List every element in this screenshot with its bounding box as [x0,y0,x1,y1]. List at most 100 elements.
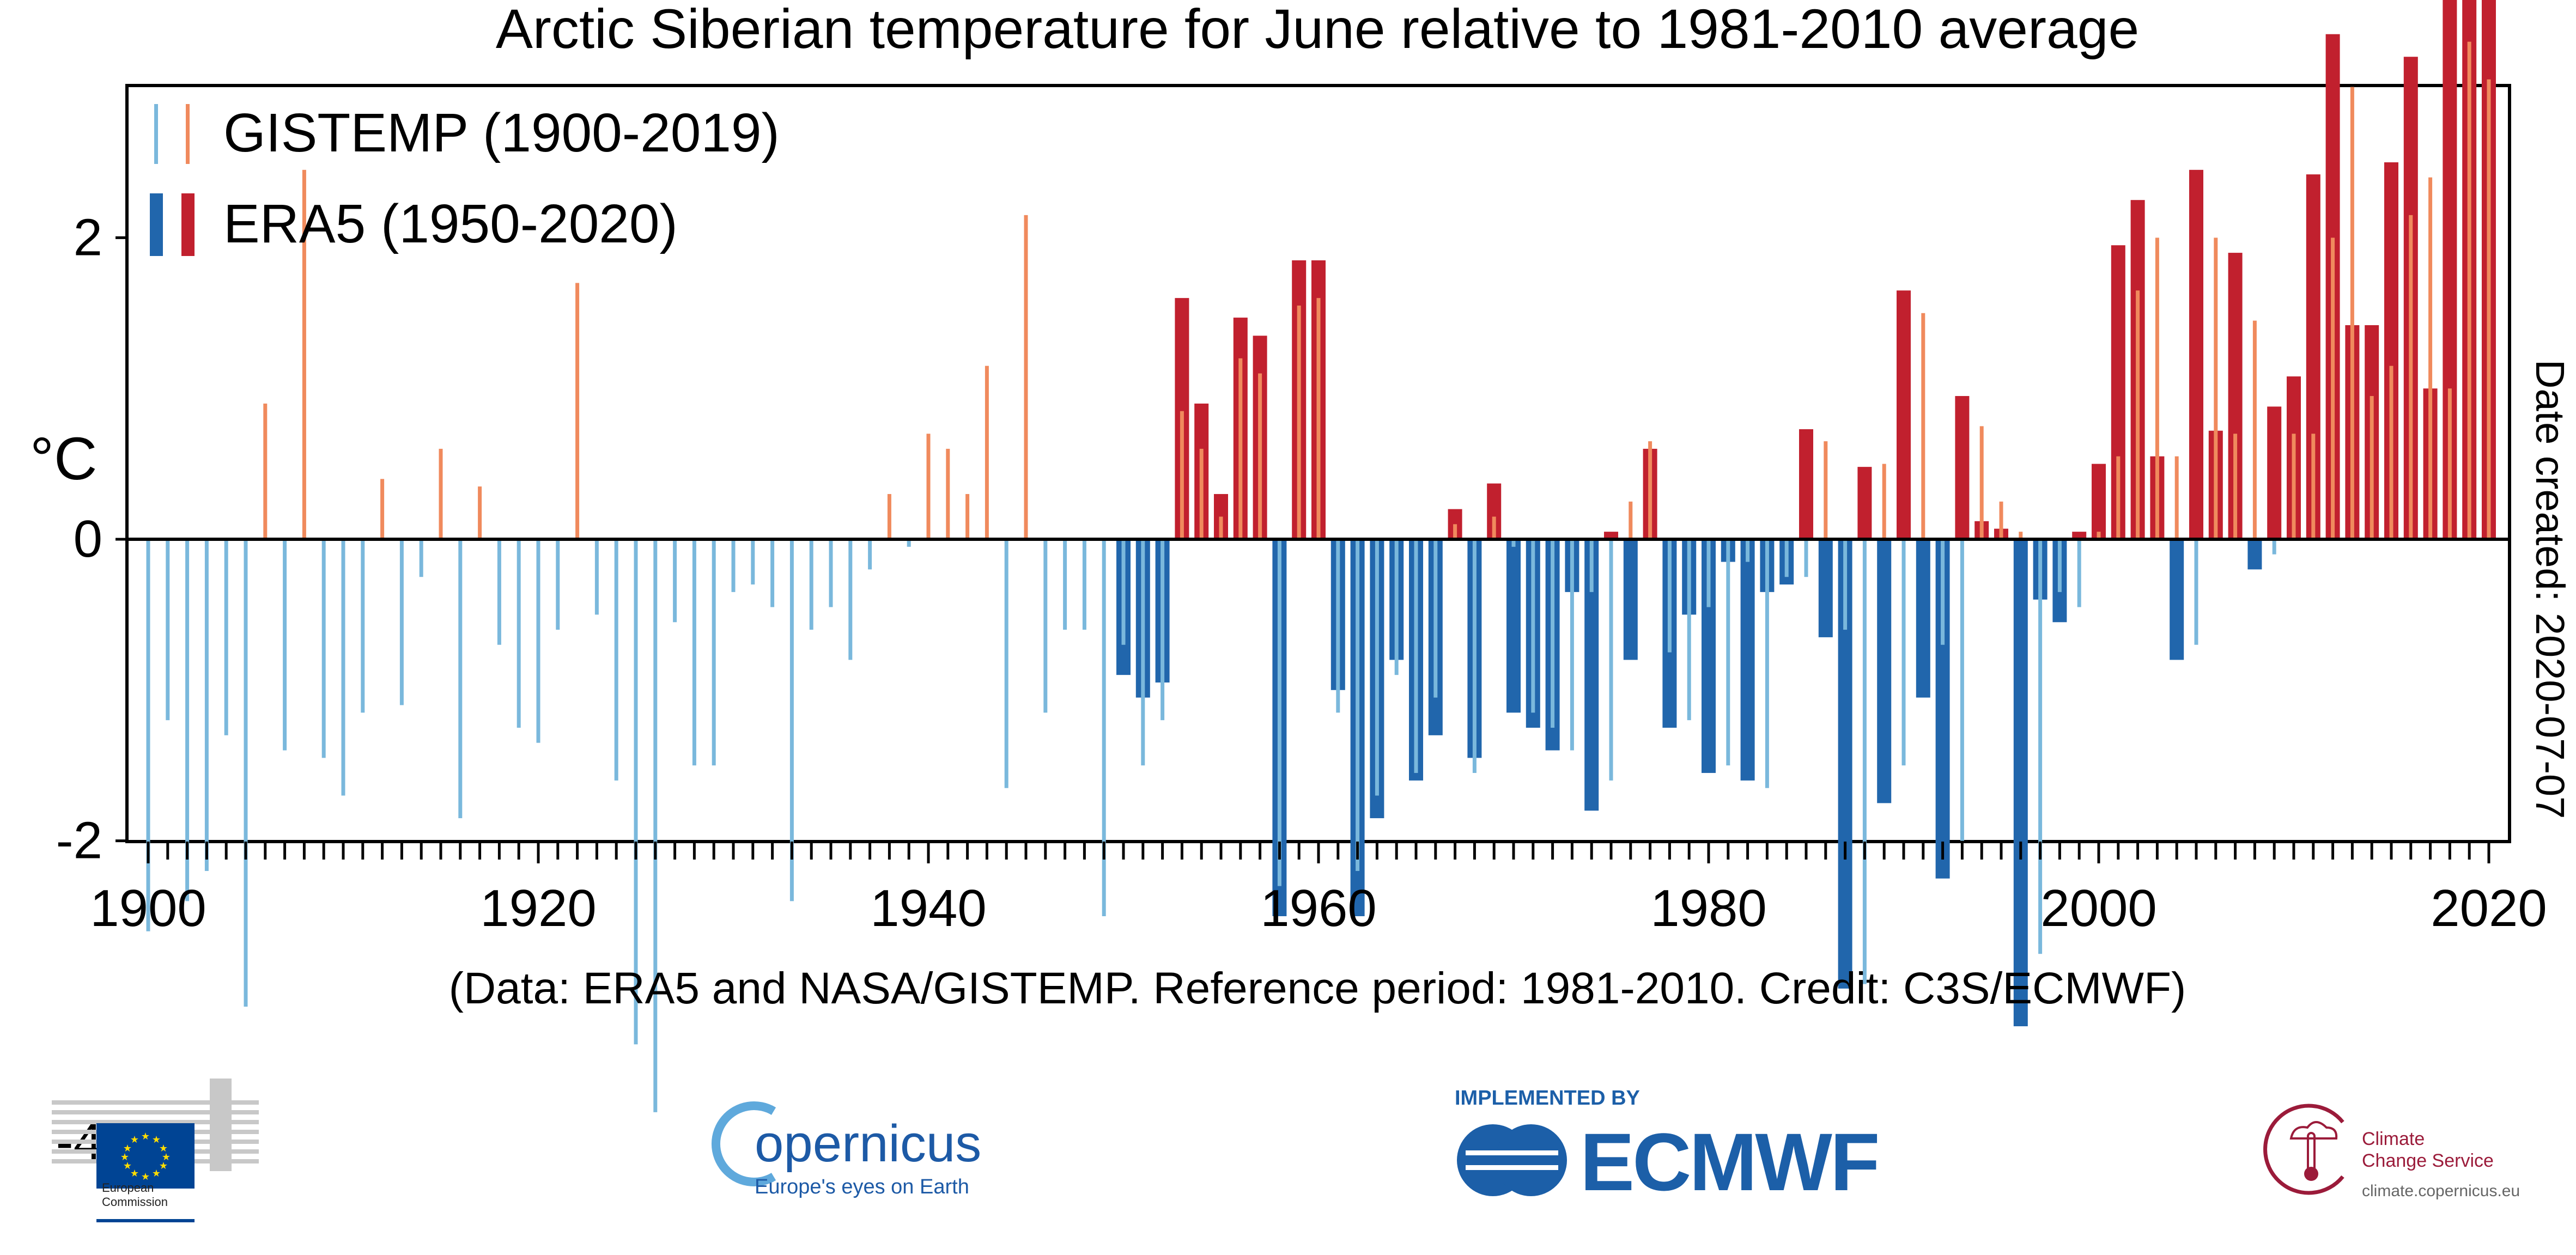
gistemp-bar-1935 [829,539,833,607]
date-created-label: Date created: 2020-07-07 [2528,360,2573,819]
gistemp-bar-1956 [1238,358,1243,539]
y-axis: 6420-2-4 [56,208,127,1171]
gistemp-bar-1965 [1414,539,1418,773]
gistemp-bar-1917 [478,486,482,539]
svg-text:★: ★ [159,1160,168,1172]
gistemp-bar-1972 [1551,539,1555,728]
gistemp-bar-1913 [399,539,404,705]
gistemp-bar-1996 [2019,532,2023,539]
copernicus-logo: opernicus Europe's eyes on Earth [708,1095,992,1204]
svg-text:★: ★ [123,1143,132,1154]
gistemp-bar-1998 [2057,539,2062,592]
legend-swatch-gistemp-neg [154,104,158,164]
gistemp-bar-1919 [517,539,521,728]
era5-bar-1975 [1604,532,1618,539]
gistemp-bar-1903 [204,539,209,871]
gistemp-bar-2012 [2331,237,2335,539]
era5-bar-1999 [2072,532,2087,539]
copernicus-wordmark: opernicus [755,1114,982,1173]
x-tick-label: 2000 [2040,879,2157,937]
gistemp-bar-2004 [2174,456,2179,539]
gistemp-bar-1943 [985,365,989,539]
era5-bar-2005 [2189,169,2203,540]
gistemp-bar-1976 [1629,501,1633,539]
era5-bar-1982 [1740,539,1755,781]
gistemp-bar-1922 [575,283,580,539]
legend-item-gistemp: GISTEMP (1900-2019) [154,102,780,164]
x-tick-label: 2020 [2431,879,2547,937]
legend-swatch-gistemp-pos [186,104,190,164]
gistemp-bar-1993 [1960,539,1964,841]
gistemp-bar-1974 [1589,539,1594,592]
gistemp-bar-1911 [361,539,365,713]
copernicus-tagline: Europe's eyes on Earth [755,1175,969,1198]
gistemp-bar-2020 [2487,79,2491,539]
gistemp-bar-1944 [1004,539,1008,788]
gistemp-bar-1981 [1726,539,1730,766]
gistemp-bar-1927 [673,539,677,623]
gistemp-bar-1957 [1258,373,1262,539]
gistemp-bar-2018 [2447,388,2452,539]
gistemp-bar-1931 [751,539,755,585]
gistemp-bar-1955 [1219,516,1223,539]
era5-bar-1985 [1799,429,1813,539]
x-tick-label: 1920 [480,879,597,937]
y-axis-label: °C [30,425,97,492]
gistemp-bar-2015 [2389,365,2393,539]
gistemp-bar-1946 [1043,539,1048,713]
gistemp-bar-1940 [926,434,931,539]
gistemp-bar-1990 [1901,539,1906,766]
gistemp-bar-2000 [2097,532,2101,539]
svg-text:★: ★ [159,1143,168,1154]
svg-text:★: ★ [152,1134,161,1146]
gistemp-bar-1914 [419,539,423,577]
gistemp-bar-1951 [1141,539,1145,766]
legend: GISTEMP (1900-2019) ERA5 (1950-2020) [150,102,780,256]
gistemp-bar-1986 [1824,441,1828,539]
chart-title: Arctic Siberian temperature for June rel… [496,0,2139,60]
gistemp-bar-1971 [1531,539,1535,713]
gistemp-bar-1924 [614,539,618,781]
gistemp-bar-1953 [1180,411,1184,539]
gistemp-bar-1909 [321,539,326,758]
gistemp-bar-2005 [2194,539,2198,645]
gistemp-bar-2007 [2233,434,2238,539]
gistemp-bar-2010 [2292,434,2296,539]
ecmwf-logo: IMPLEMENTED BY ECMWF [1455,1087,1901,1208]
gistemp-bar-1979 [1687,539,1691,721]
gistemp-bar-2016 [2409,215,2413,539]
gistemp-bar-1999 [2077,539,2081,607]
gistemp-bar-1918 [497,539,501,645]
gistemp-bar-1984 [1784,539,1789,577]
gistemp-bar-2006 [2214,237,2218,539]
gistemp-bar-1939 [907,539,911,547]
gistemp-bar-1970 [1511,539,1516,547]
gistemp-bar-1978 [1667,539,1672,653]
gistemp-bar-1934 [809,539,813,630]
gistemp-bar-2003 [2155,237,2159,539]
implemented-by-label: IMPLEMENTED BY [1455,1087,1640,1110]
gistemp-bar-1992 [1941,539,1945,645]
gistemp-bar-2011 [2311,434,2316,539]
gistemp-bar-1902 [185,539,190,901]
era5-bar-1996 [2013,539,2028,1027]
gistemp-bar-1916 [458,539,463,819]
gistemp-bar-1926 [653,539,658,1112]
c3s-logo: Climate Change Service climate.copernicu… [2261,1100,2534,1209]
c3s-name-line2: Change Service [2362,1150,2494,1171]
gistemp-bar-1987 [1843,539,1848,630]
svg-text:★: ★ [120,1152,129,1163]
gistemp-bar-1921 [556,539,560,630]
gistemp-bar-1937 [868,539,872,570]
gistemp-bar-1954 [1199,448,1204,539]
chart-caption: (Data: ERA5 and NASA/GISTEMP. Reference … [449,964,2186,1013]
gistemp-bar-1977 [1648,441,1652,539]
gistemp-bar-2017 [2428,177,2433,539]
svg-text:★: ★ [130,1134,139,1146]
gistemp-bar-1960 [1316,298,1321,539]
gistemp-bar-2014 [2370,396,2374,539]
era5-bar-2008 [2247,539,2262,570]
thermometer-icon [2263,1104,2344,1195]
european-commission-logo: ★ ★ ★ ★ ★ ★ ★ ★ ★ ★ ★ ★ European Commission [52,1079,281,1236]
gistemp-bar-2001 [2116,456,2121,539]
